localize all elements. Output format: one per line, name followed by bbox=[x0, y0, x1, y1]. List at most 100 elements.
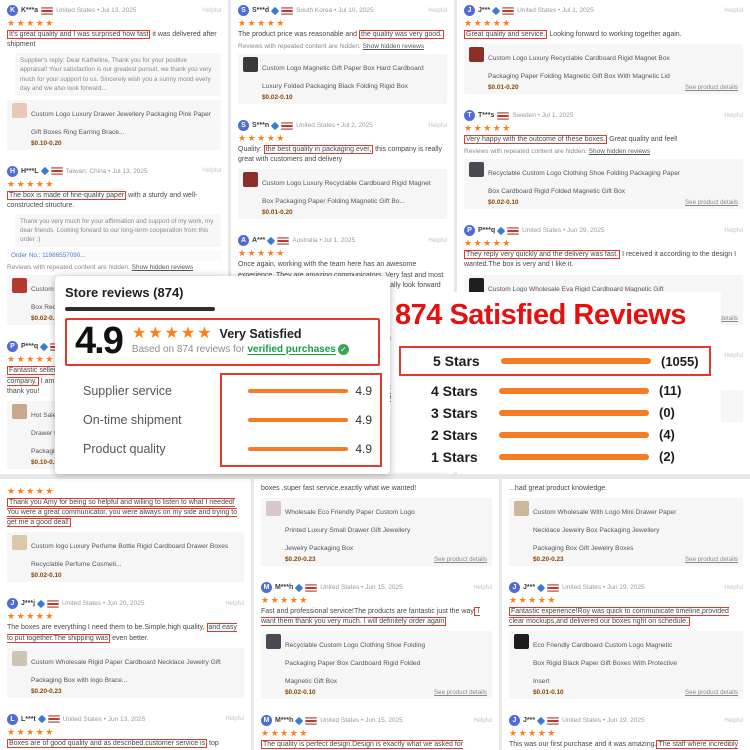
show-hidden-link[interactable]: Show hidden reviews bbox=[131, 264, 194, 272]
avatar: M bbox=[261, 715, 272, 727]
review-text-pre: ...had great product knowledge. bbox=[509, 485, 608, 492]
product-thumbnail bbox=[12, 102, 27, 118]
review-text-pre: The boxes are everything I need them to … bbox=[7, 624, 207, 632]
product-card[interactable]: Custom Logo Luxury Drawer Jewellery Pack… bbox=[7, 99, 221, 150]
review-card: L L***t United States • Jun 13, 2025 Hel… bbox=[0, 708, 251, 750]
helpful-button[interactable]: Helpful bbox=[724, 7, 743, 14]
verified-badge-icon bbox=[295, 583, 304, 592]
avatar: S bbox=[238, 5, 249, 16]
review-header: J J*** United States • Jun 19, 2025 Help… bbox=[509, 715, 743, 727]
review-header: M M***h United States • Jun 15, 2025 Hel… bbox=[261, 582, 492, 594]
see-product-link[interactable]: See product details bbox=[434, 556, 487, 564]
review-meta: Australia • Jul 1, 2025 bbox=[292, 237, 356, 245]
helpful-button[interactable]: Helpful bbox=[724, 112, 743, 119]
reviewer-name: J***j bbox=[21, 600, 36, 608]
show-hidden-link[interactable]: Show hidden reviews bbox=[588, 148, 651, 156]
helpful-button[interactable]: Helpful bbox=[473, 584, 492, 591]
highlighted-text: the best quality in packaging ever, bbox=[263, 145, 374, 155]
review-text-post: it was delivered after shipment bbox=[7, 31, 217, 49]
highlighted-text: I want them thank you very much. I will … bbox=[261, 607, 480, 627]
dist-count: (2) bbox=[659, 449, 675, 465]
stars-on: ★★★★★ bbox=[238, 18, 286, 28]
review-text-pre: boxes ,super fast service,exactly what w… bbox=[261, 485, 417, 492]
helpful-button[interactable]: Helpful bbox=[428, 7, 447, 14]
helpful-button[interactable]: Helpful bbox=[724, 717, 743, 724]
stars-on: ★★★★★ bbox=[464, 18, 512, 28]
review-text-post: this company is really great with custom… bbox=[238, 146, 443, 164]
hidden-reviews-note: Reviews with repeated content are hidden… bbox=[7, 264, 221, 271]
verified-purchases-link[interactable]: verified purchases bbox=[247, 344, 336, 356]
metric-label: On-time shipment bbox=[83, 412, 182, 427]
review-text-pre: Fast and professional service!The produc… bbox=[261, 608, 474, 616]
review-text: The product price was reasonable and the… bbox=[238, 30, 447, 40]
review-text: Very happy with the outcome of these box… bbox=[464, 135, 743, 145]
distribution-row-2: 2 Stars (4) bbox=[395, 425, 717, 444]
avatar: J bbox=[464, 5, 475, 16]
avatar: P bbox=[7, 341, 18, 353]
stars-on: ★★★★★ bbox=[261, 728, 309, 739]
see-product-link[interactable]: See product details bbox=[685, 199, 738, 207]
helpful-button[interactable]: Helpful bbox=[724, 353, 743, 360]
product-card[interactable]: Custom Logo Luxury Recyclable Cardboard … bbox=[238, 169, 447, 220]
reviewer-name: S***d bbox=[252, 7, 270, 14]
star-distribution: 5 Stars (1055) 4 Stars (11) 3 Stars (0) … bbox=[395, 346, 717, 466]
reviewer-name: T***s bbox=[478, 112, 495, 120]
stars-on: ★★★★★ bbox=[464, 238, 512, 249]
product-card[interactable]: Wholesale Eco Friendly Paper Custom Logo… bbox=[261, 498, 492, 567]
see-product-link[interactable]: See product details bbox=[685, 689, 738, 697]
review-text: Thank you Amy for being so helpful and w… bbox=[7, 498, 244, 528]
metric-bar bbox=[248, 417, 349, 422]
product-card[interactable]: Recyclable Custom Logo Clothing Shoe Fol… bbox=[261, 631, 492, 700]
satisfied-reviews-panel: 874 Satisfied Reviews 5 Stars (1055) 4 S… bbox=[391, 292, 721, 472]
country-flag-icon bbox=[50, 167, 63, 176]
review-header: S S***n United States • Jul 2, 2025 Help… bbox=[238, 120, 447, 132]
highlighted-text: The staff where incredibly helpful throu… bbox=[509, 740, 739, 750]
star-rating: ★★★★★ bbox=[7, 179, 221, 189]
review-meta: United States • Jul 1, 2025 bbox=[517, 7, 594, 14]
product-price: $0.10-0.20 bbox=[31, 139, 62, 147]
product-thumbnail bbox=[514, 501, 529, 517]
product-card[interactable]: Custom Logo Luxury Recyclable Cardboard … bbox=[464, 44, 743, 95]
avatar: A bbox=[238, 235, 249, 247]
product-card[interactable]: Custom Wholesale Rigid Paper Cardboard N… bbox=[7, 647, 244, 698]
star-rating: ★★★★★ bbox=[509, 729, 743, 738]
avatar: J bbox=[509, 715, 520, 727]
review-text-post: Great quality and feel! bbox=[607, 136, 678, 144]
review-header: L L***t United States • Jun 13, 2025 Hel… bbox=[7, 713, 244, 725]
highlighted-text: the quality was very good. bbox=[359, 30, 444, 39]
supplier-reply: Thank you very much for your affirmation… bbox=[15, 214, 221, 248]
product-card[interactable]: Custom Wholesale With Logo Mini Drawer P… bbox=[509, 498, 743, 567]
helpful-button[interactable]: Helpful bbox=[473, 717, 492, 724]
see-product-link[interactable]: See product details bbox=[434, 689, 487, 697]
helpful-button[interactable]: Helpful bbox=[202, 7, 221, 14]
star-rating: ★★★★★ bbox=[7, 612, 244, 621]
product-card[interactable]: Recyclable Custom Logo Clothing Shoe Fol… bbox=[464, 159, 743, 210]
metric-value: 4.9 bbox=[355, 412, 372, 427]
review-text: boxes ,super fast service,exactly what w… bbox=[261, 484, 492, 494]
product-name: Custom Logo Luxury Recyclable Cardboard … bbox=[262, 180, 431, 206]
product-name: Recyclable Custom Logo Clothing Shoe Fol… bbox=[285, 642, 426, 686]
review-meta: United States • Jun 15, 2025 bbox=[320, 584, 403, 592]
helpful-button[interactable]: Helpful bbox=[428, 122, 447, 129]
helpful-button[interactable]: Helpful bbox=[724, 584, 743, 591]
show-hidden-link[interactable]: Show hidden reviews bbox=[362, 43, 425, 51]
see-product-link[interactable]: See product details bbox=[685, 84, 738, 92]
product-thumbnail bbox=[266, 501, 281, 517]
helpful-button[interactable]: Helpful bbox=[428, 237, 447, 244]
see-product-link[interactable]: See product details bbox=[685, 556, 738, 564]
dist-bar bbox=[499, 387, 649, 394]
helpful-button[interactable]: Helpful bbox=[724, 227, 743, 234]
review-meta: United States • Jun 29, 2025 bbox=[522, 227, 605, 235]
hidden-reviews-note: Reviews with repeated content are hidden… bbox=[238, 43, 447, 50]
dist-label: 2 Stars bbox=[431, 426, 478, 443]
column-bottom-left: ★★★★★ Thank you Amy for being so helpful… bbox=[0, 479, 251, 750]
product-price: $0.02-0.10 bbox=[262, 94, 293, 102]
product-thumbnail bbox=[469, 47, 484, 63]
helpful-button[interactable]: Helpful bbox=[225, 716, 244, 723]
product-card[interactable]: Custom logo Luxury Perfume Bottle Rigid … bbox=[7, 532, 244, 583]
product-card[interactable]: Custom Logo Magnetic Gift Paper Box Hard… bbox=[238, 54, 447, 105]
product-card[interactable]: Eco Friendly Cardboard Custom Logo Magne… bbox=[509, 631, 743, 700]
helpful-button[interactable]: Helpful bbox=[202, 168, 221, 175]
helpful-button[interactable]: Helpful bbox=[225, 600, 244, 607]
